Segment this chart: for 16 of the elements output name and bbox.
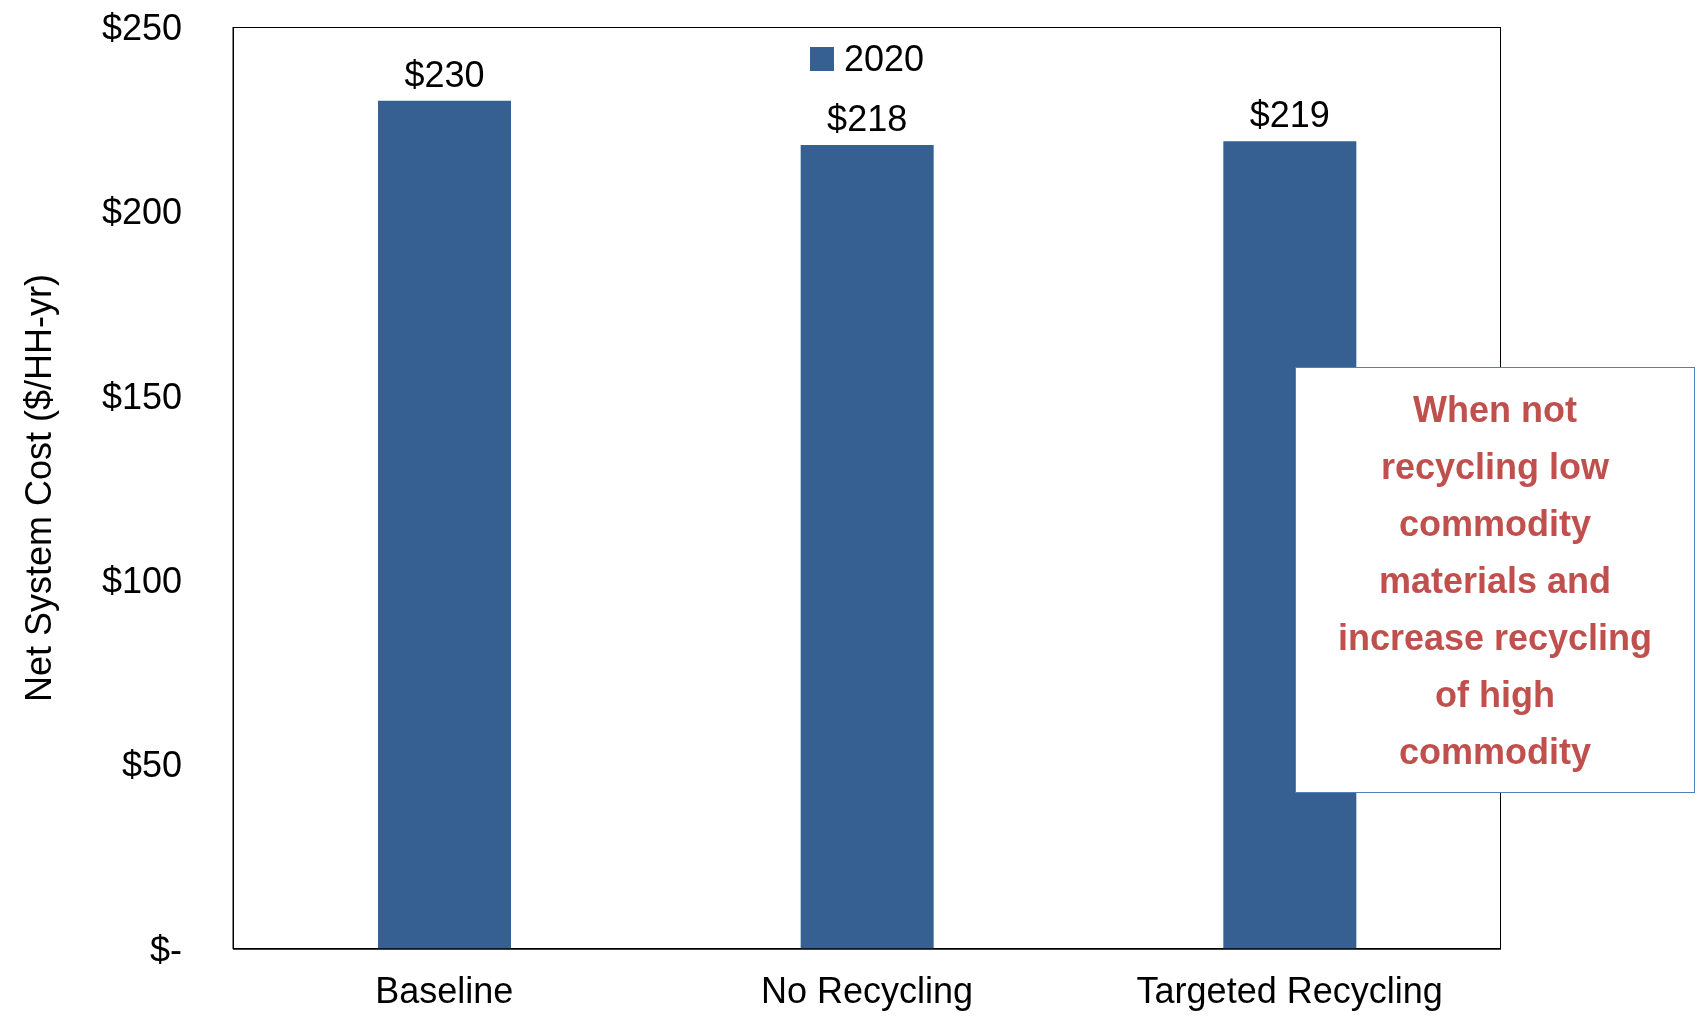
x-tick-label: Targeted Recycling: [1136, 969, 1443, 1011]
data-label: $219: [1249, 94, 1330, 136]
annotation: When not recycling low commodity materials and increase recycling of high commodity: [1336, 387, 1654, 774]
y-tick-label: $-: [149, 928, 182, 970]
data-label: $230: [404, 53, 485, 95]
y-tick-label: $200: [101, 191, 182, 233]
y-tick-label: $100: [101, 559, 182, 601]
y-tick-label: $50: [121, 744, 182, 786]
x-tick-label: No Recycling: [760, 969, 974, 1011]
y-axis-title: Net System Cost ($/HH-yr): [17, 273, 59, 703]
y-tick-label: $250: [101, 6, 182, 48]
legend-label: 2020: [843, 38, 925, 80]
data-label: $218: [827, 98, 908, 140]
y-tick-label: $150: [101, 375, 182, 417]
x-tick-label: Baseline: [375, 969, 514, 1011]
text-box: When not recycling low commodity materials and increase recycling of high commodity: [1295, 367, 1695, 793]
